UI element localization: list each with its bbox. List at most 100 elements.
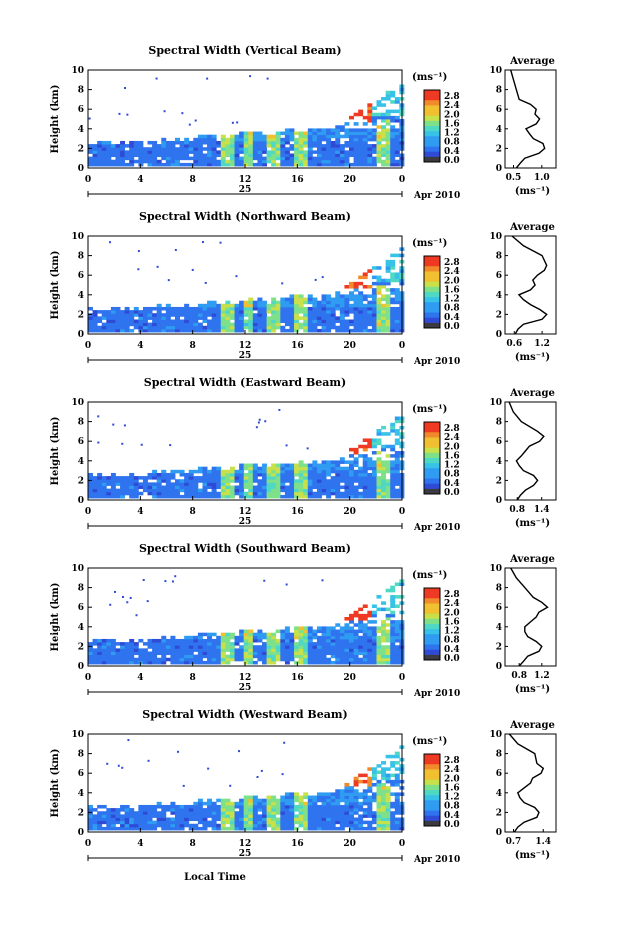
avg-y-tick-label: 6 (496, 769, 502, 779)
heatmap-cell (266, 137, 272, 142)
heatmap-cell (381, 460, 387, 464)
heatmap-cell (179, 820, 185, 825)
heatmap-cell (326, 795, 332, 800)
heatmap-cell (385, 660, 391, 665)
heatmap-cell (234, 328, 240, 333)
heatmap-cell (376, 281, 382, 286)
heatmap-cell (385, 140, 391, 145)
colorbar-swatch (424, 422, 440, 428)
heatmap-cell (115, 325, 121, 330)
colorbar-swatch (424, 276, 440, 283)
heatmap-cell (170, 140, 176, 145)
heatmap-cell (184, 482, 190, 486)
heatmap-cell (330, 150, 336, 154)
heatmap-cell (97, 316, 103, 320)
heatmap-cell (303, 660, 309, 665)
heatmap-cell (220, 482, 226, 486)
heatmap-cell (353, 789, 359, 793)
heatmap-cell (248, 310, 254, 314)
heatmap-cell (97, 319, 103, 324)
heatmap-cell (152, 150, 158, 154)
heatmap-cell (385, 316, 391, 320)
heatmap-cell (239, 657, 245, 662)
heatmap-cell (353, 128, 359, 132)
heatmap-cell (371, 476, 377, 480)
heatmap-cell (133, 153, 139, 158)
heatmap-cell (243, 654, 249, 659)
heatmap-cell (298, 642, 304, 646)
heatmap-cell (101, 162, 107, 167)
heatmap-cell (280, 300, 286, 305)
heatmap-cell (243, 804, 249, 809)
heatmap-cell (207, 306, 213, 311)
heatmap-cell (133, 491, 139, 496)
heatmap-cell (367, 767, 373, 771)
heatmap-cell (239, 804, 245, 809)
heatmap-cell (216, 466, 222, 471)
heatmap-cell (312, 460, 318, 464)
heatmap-cell (349, 291, 354, 295)
heatmap-cell (390, 485, 396, 490)
heatmap-cell (129, 482, 135, 486)
heatmap-cell (284, 306, 290, 311)
heatmap-cell (179, 144, 185, 148)
heatmap-cell (243, 162, 249, 167)
heatmap-cell (330, 303, 336, 308)
heatmap-cell (243, 144, 249, 148)
heatmap-cell (344, 632, 350, 637)
heatmap-cell (385, 776, 391, 781)
heatmap-cell (207, 313, 213, 317)
heatmap-cell (257, 325, 263, 330)
heatmap-cell (390, 601, 396, 605)
heatmap-cell (376, 789, 382, 793)
heatmap-cell (316, 823, 322, 828)
heatmap-cell (147, 826, 153, 831)
heatmap-cell (216, 657, 222, 662)
heatmap-cell (353, 491, 359, 496)
heatmap-cell (385, 469, 391, 474)
heatmap-cell (394, 313, 400, 317)
heatmap-cell (216, 826, 222, 831)
heatmap-cell (307, 294, 313, 298)
heatmap-cell (376, 432, 382, 436)
colorbar-swatch (424, 151, 440, 158)
heatmap-cell (281, 282, 284, 285)
heatmap-cell (312, 817, 318, 822)
month-label: Apr 2010 (413, 357, 460, 367)
heatmap-cell (289, 494, 295, 499)
heatmap-cell (385, 153, 391, 158)
heatmap-cell (101, 476, 107, 480)
colorbar-tick: 1.2 (444, 793, 460, 803)
heatmap-cell (303, 150, 309, 154)
heatmap-cell (188, 635, 194, 640)
heatmap-cell (248, 322, 254, 327)
heatmap-cell (197, 494, 203, 499)
heatmap-cell (266, 77, 269, 80)
heatmap-cell (202, 319, 208, 324)
heatmap-cell (252, 303, 258, 308)
heatmap-cell (349, 476, 354, 480)
heatmap-cell (349, 162, 354, 167)
heatmap-cell (376, 291, 382, 295)
colorbar-swatch (424, 634, 440, 640)
heatmap-cell (266, 811, 272, 815)
heatmap-cell (381, 629, 387, 634)
heatmap-cell (353, 808, 359, 812)
heatmap-cell (138, 319, 144, 324)
heatmap-cell (161, 642, 167, 646)
heatmap-cell (207, 660, 213, 665)
heatmap-cell (339, 159, 345, 164)
heatmap-cell (147, 823, 153, 828)
heatmap-cell (312, 798, 318, 803)
heatmap-cell (381, 319, 387, 324)
heatmap-cell (367, 789, 373, 793)
heatmap-cell (211, 642, 217, 646)
heatmap-cell (211, 303, 217, 308)
heatmap-cell (229, 814, 235, 818)
heatmap-cell (358, 617, 364, 621)
heatmap-cell (266, 654, 272, 659)
heatmap-cell (381, 620, 387, 624)
heatmap-cell (257, 488, 263, 493)
heatmap-cell (367, 438, 373, 442)
heatmap-cell (358, 281, 364, 286)
